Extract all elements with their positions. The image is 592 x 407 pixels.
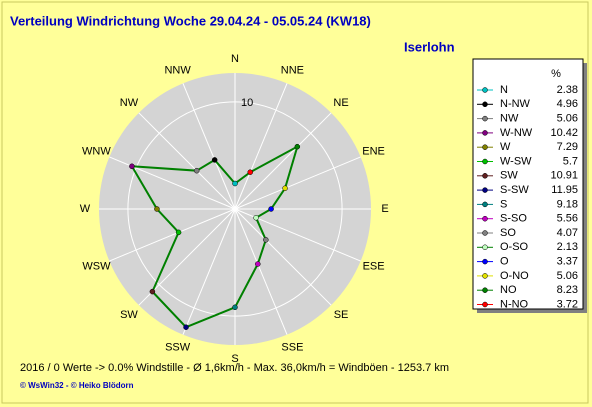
location: Iserlohn bbox=[404, 39, 455, 54]
point bbox=[282, 185, 288, 192]
point bbox=[263, 237, 269, 243]
legend-name: W-SW bbox=[500, 155, 532, 167]
point bbox=[255, 261, 261, 267]
point bbox=[211, 157, 218, 163]
legend-name: W bbox=[500, 141, 511, 153]
legend-marker bbox=[482, 301, 488, 308]
legend-name: N-NW bbox=[500, 98, 531, 110]
axis-label: SE bbox=[334, 309, 349, 321]
axis-label: NNE bbox=[281, 64, 304, 76]
point bbox=[175, 229, 182, 236]
spoke bbox=[234, 112, 332, 210]
legend-value: 3.37 bbox=[557, 256, 578, 268]
legend-value: 10.91 bbox=[550, 170, 578, 182]
axis-label: ENE bbox=[362, 146, 385, 158]
axis-label: NNW bbox=[164, 64, 191, 76]
legend-value: 4.96 bbox=[557, 98, 578, 110]
axis-label: NW bbox=[120, 97, 139, 109]
legend-marker bbox=[482, 101, 488, 108]
legend-name: N bbox=[500, 84, 508, 96]
legend-marker bbox=[482, 87, 488, 93]
spoke bbox=[138, 112, 236, 210]
axis-label: WNW bbox=[82, 146, 111, 158]
legend-value: 9.18 bbox=[557, 198, 578, 210]
legend-value: 11.95 bbox=[551, 184, 578, 196]
legend-marker bbox=[482, 130, 488, 136]
legend-marker bbox=[482, 173, 488, 179]
spoke bbox=[234, 208, 332, 306]
point bbox=[294, 143, 301, 150]
legend-marker bbox=[482, 244, 488, 251]
credits: © WsWin32 - © Heiko Blödorn bbox=[20, 381, 134, 390]
legend-marker bbox=[482, 287, 488, 293]
legend-name: N-NO bbox=[500, 298, 529, 310]
point bbox=[268, 206, 274, 212]
legend-value: 5.7 bbox=[563, 155, 578, 167]
legend-name: S-SW bbox=[500, 184, 529, 196]
point bbox=[253, 214, 259, 221]
legend-title: % bbox=[551, 68, 561, 80]
legend-value: 5.56 bbox=[557, 213, 578, 225]
legend-marker bbox=[482, 230, 488, 236]
legend-name: NW bbox=[500, 113, 519, 125]
legend-marker bbox=[482, 201, 488, 208]
legend-marker bbox=[482, 187, 488, 193]
axis-label: NE bbox=[333, 97, 348, 109]
legend-marker bbox=[482, 273, 488, 279]
spoke bbox=[234, 208, 288, 335]
legend-value: 5.06 bbox=[557, 270, 578, 282]
point bbox=[129, 163, 135, 170]
chart-title: Verteilung Windrichtung Woche 29.04.24 -… bbox=[10, 13, 371, 28]
point bbox=[232, 180, 238, 187]
spoke bbox=[109, 208, 236, 262]
legend-value: 5.06 bbox=[557, 113, 578, 125]
legend-value: 8.23 bbox=[557, 284, 578, 296]
legend-name: W-NW bbox=[500, 127, 533, 139]
legend-value: 7.29 bbox=[557, 141, 578, 153]
axis-label: W bbox=[80, 203, 91, 215]
legend-name: O bbox=[500, 256, 509, 268]
axis-label: N bbox=[231, 53, 239, 65]
legend-marker bbox=[482, 144, 488, 150]
point bbox=[232, 304, 238, 311]
legend-value: 3.72 bbox=[557, 298, 578, 310]
legend-value: 2.13 bbox=[557, 241, 578, 253]
legend-name: SO bbox=[500, 227, 516, 239]
legend-name: O-SO bbox=[500, 241, 529, 253]
legend-value: 10.42 bbox=[550, 127, 578, 139]
axis-label: WSW bbox=[82, 260, 111, 272]
legend-marker bbox=[482, 215, 488, 222]
axis-label: SSW bbox=[165, 341, 191, 353]
legend-box bbox=[472, 58, 584, 310]
legend-marker bbox=[482, 258, 488, 265]
axis-label: E bbox=[381, 203, 388, 215]
legend-name: S-SO bbox=[500, 213, 527, 225]
legend-marker bbox=[482, 158, 488, 165]
spoke bbox=[138, 208, 236, 306]
spoke bbox=[234, 83, 288, 210]
spoke bbox=[182, 208, 236, 335]
legend-name: NO bbox=[500, 284, 517, 296]
spoke bbox=[234, 156, 361, 210]
spoke bbox=[182, 83, 236, 210]
axis-label: ESE bbox=[363, 260, 385, 272]
point bbox=[183, 324, 189, 330]
axis-label: SSE bbox=[281, 341, 303, 353]
legend-value: 4.07 bbox=[557, 227, 578, 239]
point bbox=[193, 167, 200, 174]
legend-marker bbox=[482, 115, 488, 122]
footer: 2016 / 0 Werte -> 0.0% Windstille - Ø 1,… bbox=[20, 362, 449, 374]
legend-value: 2.38 bbox=[557, 84, 578, 96]
r-tick-label: 10 bbox=[241, 97, 253, 109]
point bbox=[154, 206, 160, 212]
legend-name: SW bbox=[500, 170, 518, 182]
axis-label: S bbox=[231, 353, 238, 365]
point bbox=[247, 169, 253, 175]
legend-name: O-NO bbox=[500, 270, 529, 282]
legend-name: S bbox=[500, 198, 507, 210]
point bbox=[149, 288, 156, 295]
axis-label: SW bbox=[120, 309, 138, 321]
